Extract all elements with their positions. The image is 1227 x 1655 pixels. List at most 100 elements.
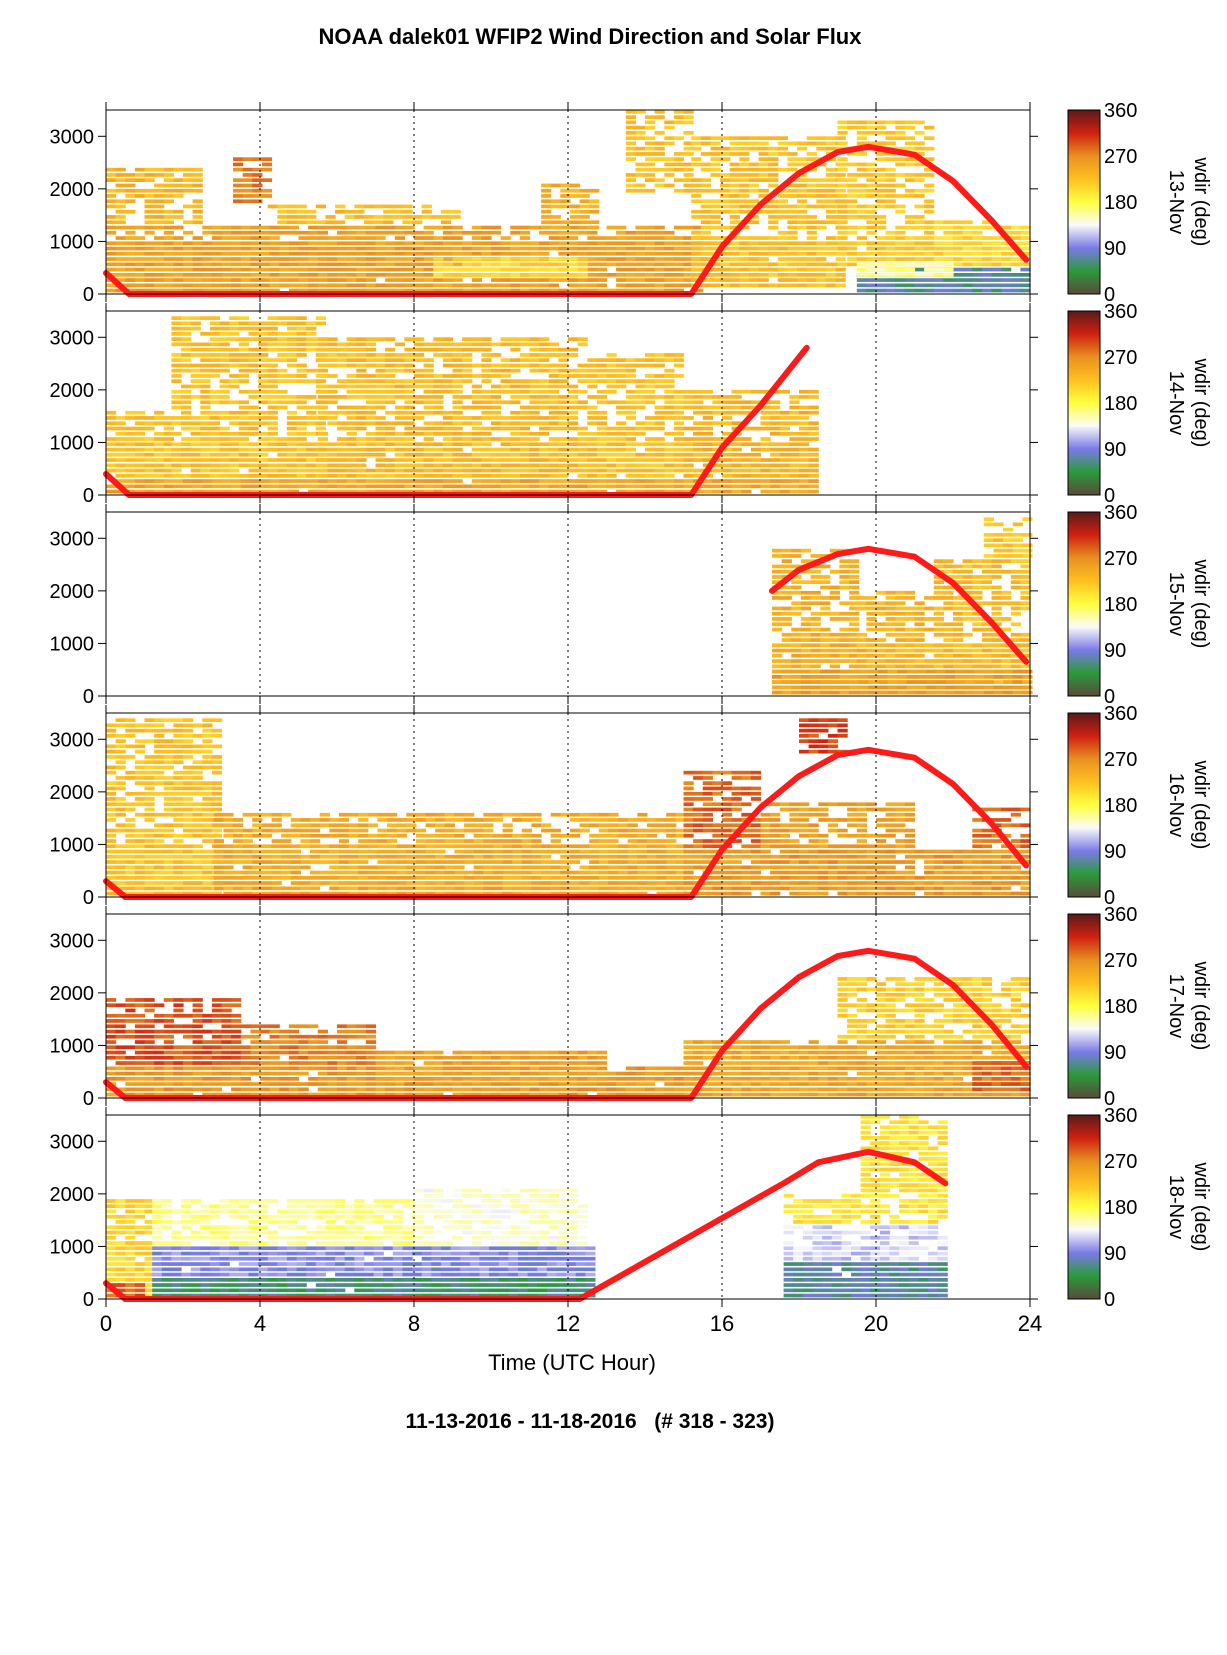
heatmap-cell — [904, 653, 916, 658]
heatmap-cell — [635, 431, 646, 436]
heatmap-cell — [777, 267, 788, 272]
heatmap-cell — [491, 273, 502, 277]
heatmap-cell — [221, 283, 232, 288]
heatmap-cell — [981, 267, 993, 272]
heatmap-cell — [876, 257, 887, 261]
heatmap-cell — [404, 426, 415, 431]
heatmap-cell — [885, 648, 896, 653]
heatmap-cell — [260, 484, 271, 489]
heatmap-cell — [115, 458, 126, 462]
heatmap-cell — [1003, 554, 1014, 558]
heatmap-cell — [849, 580, 860, 584]
heatmap-cell — [577, 489, 588, 494]
heatmap-cell — [510, 342, 521, 347]
heatmap-cell — [433, 257, 444, 261]
heatmap-cell — [269, 262, 280, 267]
heatmap-cell — [238, 368, 249, 373]
heatmap-cell — [720, 204, 731, 209]
heatmap-cell — [781, 559, 792, 563]
heatmap-cell — [125, 194, 136, 198]
heatmap-cell — [820, 611, 831, 616]
heatmap-cell — [702, 452, 713, 457]
heatmap-cell — [866, 194, 877, 198]
heatmap-cell — [296, 368, 307, 373]
heatmap-cell — [568, 447, 579, 452]
heatmap-cell — [816, 283, 827, 288]
heatmap-cell — [933, 246, 944, 251]
heatmap-cell — [673, 115, 685, 119]
heatmap-cell — [781, 590, 792, 595]
heatmap-cell — [731, 458, 742, 462]
heatmap-cell — [943, 659, 954, 663]
heatmap-cell — [877, 690, 889, 695]
heatmap-cell — [510, 395, 521, 399]
heatmap-cell — [991, 564, 1002, 569]
heatmap-cell — [772, 590, 783, 595]
heatmap-cell — [462, 379, 473, 383]
heatmap-cell — [144, 230, 155, 235]
heatmap-cell — [296, 204, 307, 209]
heatmap-cell — [452, 405, 463, 410]
heatmap-cell — [404, 241, 415, 246]
heatmap-cell — [221, 236, 232, 240]
heatmap-cell — [616, 236, 627, 240]
heatmap-cell — [820, 564, 831, 569]
heatmap-cell — [238, 337, 249, 341]
heatmap-cell — [134, 167, 146, 172]
heatmap-cell — [791, 606, 802, 611]
heatmap-cell — [560, 199, 571, 204]
heatmap-cell — [1001, 601, 1012, 606]
heatmap-cell — [800, 590, 812, 595]
heatmap-cell — [219, 410, 230, 415]
heatmap-cell — [337, 458, 348, 462]
heatmap-cell — [181, 400, 192, 405]
heatmap-cell — [877, 669, 889, 674]
heatmap-cell — [181, 474, 192, 478]
heatmap-cell — [144, 786, 155, 791]
heatmap-cell — [163, 173, 174, 177]
heatmap-cell — [404, 431, 415, 436]
heatmap-cell — [481, 426, 492, 431]
heatmap-cell — [192, 220, 203, 225]
heatmap-cell — [625, 230, 636, 235]
heatmap-cell — [192, 823, 203, 828]
heatmap-cell — [981, 241, 993, 246]
heatmap-cell — [981, 580, 993, 584]
heatmap-cell — [606, 379, 617, 383]
heatmap-cell — [192, 854, 203, 859]
heatmap-cell — [548, 474, 559, 478]
heatmap-cell — [317, 384, 328, 389]
heatmap-cell — [548, 283, 559, 288]
heatmap-cell — [904, 241, 916, 246]
heatmap-cell — [953, 664, 964, 669]
heatmap-cell — [277, 337, 288, 341]
heatmap-cell — [375, 225, 386, 230]
heatmap-cell — [317, 257, 328, 261]
heatmap-cell — [277, 347, 288, 352]
heatmap-cell — [365, 267, 377, 272]
heatmap-cell — [972, 659, 983, 663]
heatmap-cell — [211, 755, 223, 759]
heatmap-cell — [385, 267, 396, 272]
heatmap-cell — [981, 638, 993, 642]
heatmap-cell — [837, 199, 848, 204]
heatmap-cell — [248, 426, 259, 431]
heatmap-cell — [700, 215, 711, 219]
heatmap-cell — [664, 283, 675, 288]
heatmap-cell — [115, 426, 126, 431]
heatmap-cell — [229, 332, 240, 336]
heatmap-cell — [115, 267, 126, 272]
heatmap-cell — [306, 215, 317, 219]
heatmap-cell — [596, 363, 608, 368]
heatmap-cell — [558, 410, 569, 415]
heatmap-cell — [192, 283, 203, 288]
heatmap-cell — [837, 131, 848, 135]
heatmap-cell — [154, 812, 165, 817]
heatmap-cell — [219, 332, 230, 336]
heatmap-cell — [209, 431, 221, 436]
heatmap-cell — [849, 564, 860, 569]
heatmap-cell — [885, 204, 896, 209]
heatmap-cell — [895, 643, 906, 648]
heatmap-cell — [739, 194, 750, 198]
colorbar-tick-label: 90 — [1104, 238, 1126, 260]
